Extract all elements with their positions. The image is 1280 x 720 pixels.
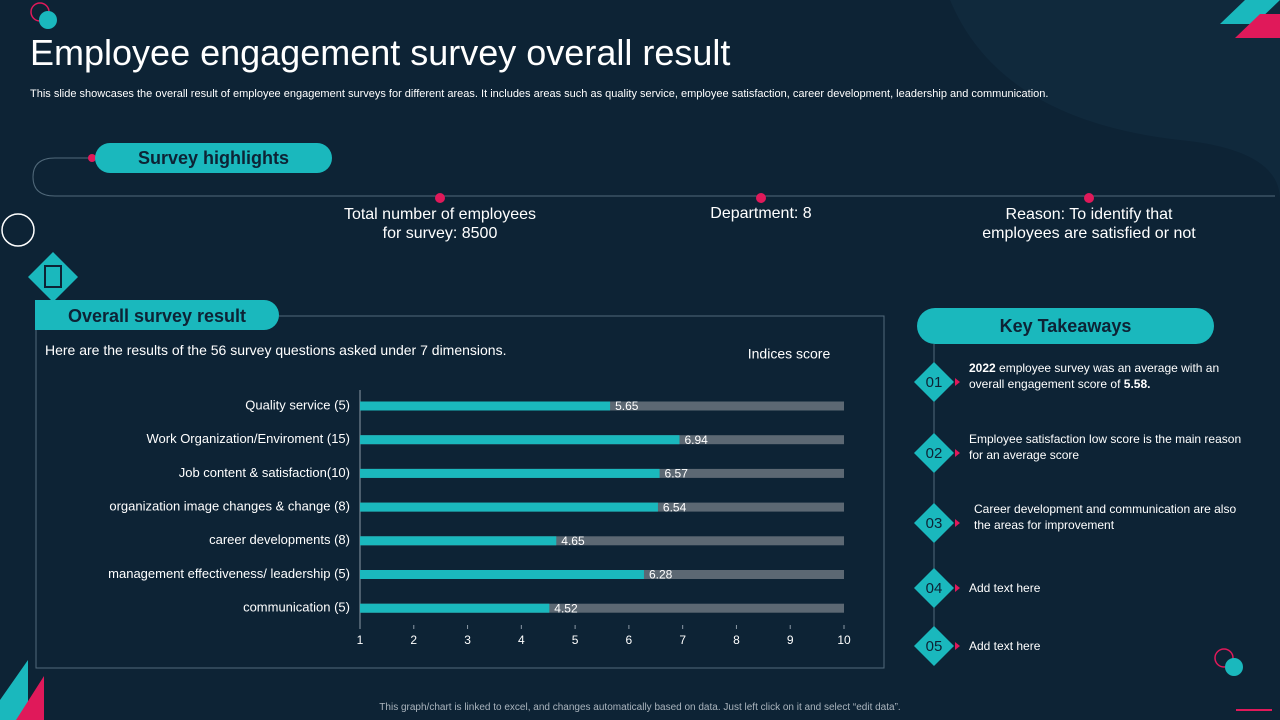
value-label: 4.65 [561,534,585,548]
x-tick-label: 2 [410,633,417,647]
category-label: management effectiveness/ leadership (5) [108,566,350,581]
chart: Indices score 1 2 3 4 5 6 7 8 9 10 Quality service … [108,346,851,647]
deco [1235,14,1280,38]
value-label: 6.94 [684,433,708,447]
pointer [955,519,960,527]
heading: Key Takeaways [999,316,1132,336]
category-label: Work Organization/Enviroment (15) [146,431,350,446]
text-part: Employee satisfaction low score is the m… [969,432,1242,462]
value-label: 4.52 [554,601,578,615]
takeaway-text: 2022 employee survey was an average with… [969,360,1249,392]
icon [44,265,62,288]
highlight: Department: 8 [710,205,812,222]
description: This slide showcases the overall result … [30,88,1049,100]
pill [917,308,1214,344]
pill [35,300,279,330]
category-label: organization image changes & change (8) [109,499,350,514]
bar [360,536,557,546]
x-tick-label: 7 [679,633,686,647]
diamond [914,433,954,473]
text-part: Add text here [969,581,1041,595]
takeaway-text: Add text here [969,638,1249,654]
takeaway-number: 01 [926,374,943,391]
text-part: Add text here [969,639,1041,653]
footer: This graph/chart is linked to excel, and… [379,702,901,713]
x-tick-label: 5 [572,633,579,647]
takeaway-number: 05 [926,638,943,655]
x-tick-label: 9 [787,633,794,647]
diamond [914,362,954,402]
takeaway-number: 04 [926,580,943,597]
track [360,536,844,546]
category-label: communication (5) [243,600,350,615]
diamond [914,568,954,608]
text-part: 2022 [969,361,996,375]
track [360,603,844,613]
x-tick-label: 8 [733,633,740,647]
dot [435,193,445,203]
pointer [955,584,960,592]
x-tick-label: 10 [837,633,851,647]
dot [1084,193,1094,203]
highlight: Reason: To identify that employees are s… [982,206,1196,242]
takeaway-number: 02 [926,445,943,462]
text-part: employee survey was an average with an o… [969,361,1220,391]
deco [0,660,28,720]
dot [88,154,96,162]
x-tick-label: 4 [518,633,525,647]
x-tick-label: 1 [357,633,364,647]
value-label: 5.65 [615,399,639,413]
deco [1225,658,1243,676]
deco [1214,648,1234,668]
text-part: Career development and communication are… [974,502,1237,532]
bar [360,603,550,613]
takeaway-text: Employee satisfaction low score is the m… [969,431,1249,463]
heading: Overall survey result [67,306,247,326]
bg-shape [950,0,1280,200]
takeaway-text: Career development and communication are… [974,501,1244,533]
dot [756,193,766,203]
title: Employee engagement survey overall resul… [30,32,731,73]
bar [360,435,680,445]
takeaway-number: 03 [926,515,943,532]
heading: Survey highlights [137,148,290,168]
value-label: 6.54 [663,500,687,514]
category-label: Job content & satisfaction(10) [179,465,350,480]
diamond [914,503,954,543]
diamond [914,626,954,666]
category-label: career developments (8) [209,532,350,547]
pointer [955,378,960,386]
pointer [955,642,960,650]
value-label: 6.28 [649,568,673,582]
value-label: 6.57 [665,467,689,481]
text-part: 5.58. [1123,377,1151,391]
category-label: Quality service (5) [245,397,350,412]
x-tick-label: 3 [464,633,471,647]
bar [360,570,644,579]
icon-diamond [28,252,78,302]
bar [360,468,660,478]
pill [35,300,65,330]
bar [360,502,658,512]
deco [39,11,57,29]
takeaway-text: Add text here [969,580,1249,596]
timeline [32,157,1275,197]
x-tick-label: 6 [626,633,633,647]
chart-title: Indices score [748,346,831,362]
pointer [955,449,960,457]
panel [35,315,885,669]
deco [16,676,44,720]
bar [360,401,611,411]
intro: Here are the results of the 56 survey qu… [45,342,507,358]
deco [1,213,35,247]
pill [95,143,332,173]
highlight: Total number of employees for survey: 85… [343,206,537,242]
deco [1220,0,1280,24]
